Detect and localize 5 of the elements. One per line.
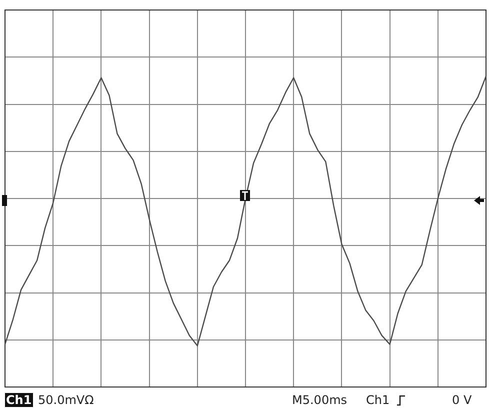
text: Ch1 — [5, 393, 33, 407]
text: 0 V — [452, 393, 472, 407]
text: M5.00ms — [292, 393, 348, 407]
text: 50.0mVΩ — [38, 393, 94, 407]
text: Ch1 — [366, 393, 390, 407]
